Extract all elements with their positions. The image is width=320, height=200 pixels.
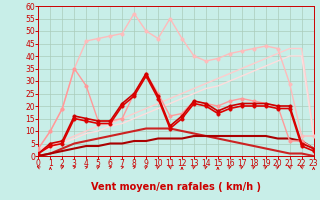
X-axis label: Vent moyen/en rafales ( km/h ): Vent moyen/en rafales ( km/h ) — [91, 182, 261, 192]
